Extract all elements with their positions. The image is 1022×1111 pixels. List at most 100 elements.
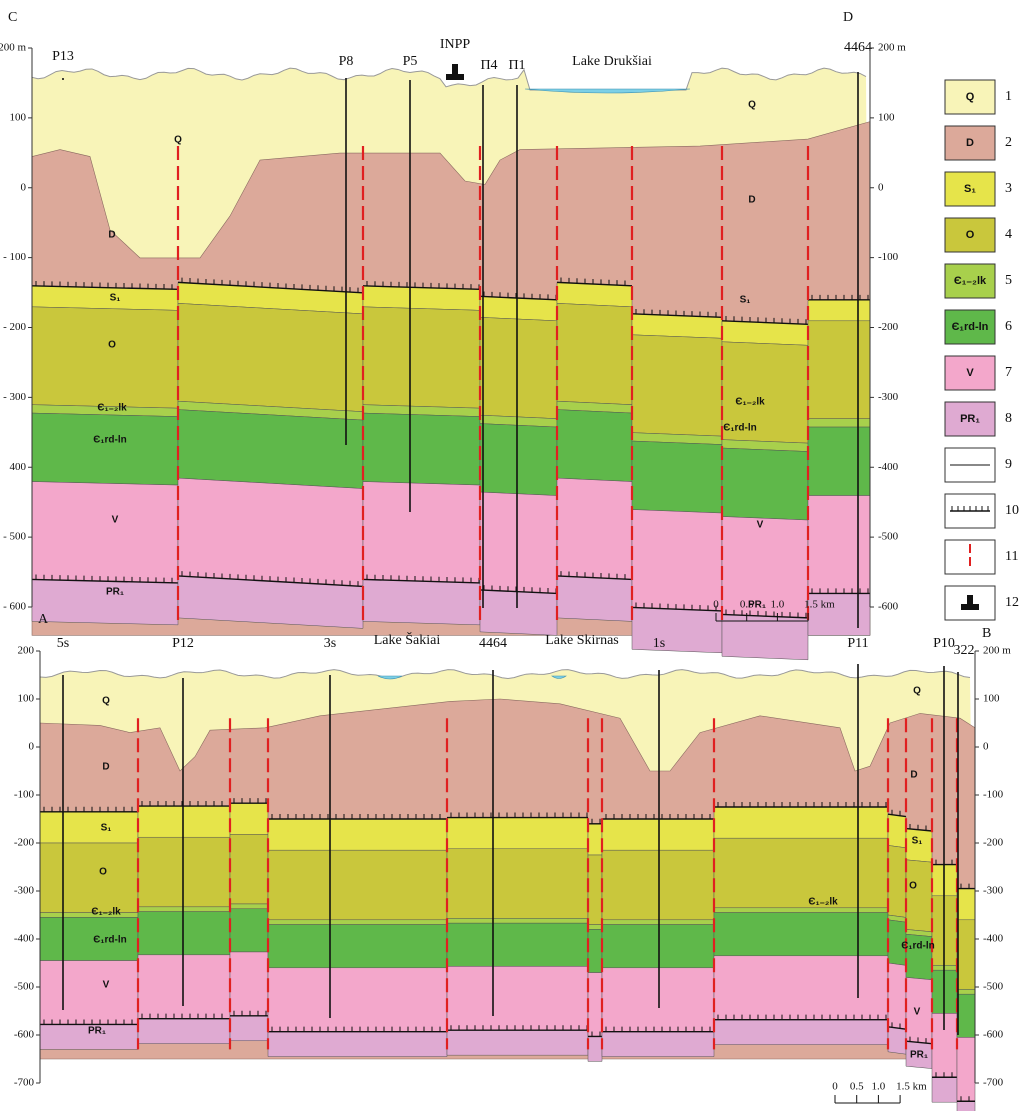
- layer-label: O: [108, 340, 116, 351]
- rock-layer: [40, 843, 138, 913]
- rock-layer: [32, 413, 178, 485]
- layer-label: V: [103, 980, 110, 991]
- axis-label: 400: [10, 461, 27, 473]
- rock-layer: [888, 845, 906, 917]
- axis-label: -500: [878, 531, 899, 543]
- rock-layer: [602, 968, 714, 1032]
- corner-label: A: [38, 612, 49, 627]
- rock-layer: [588, 929, 602, 972]
- layer-label: Є₁₋₂lk: [97, 403, 127, 414]
- rock-layer: [714, 807, 888, 838]
- layer-label: V: [112, 515, 119, 526]
- well-label: 322: [954, 643, 975, 658]
- legend-number: 3: [1005, 181, 1012, 196]
- layer-label: O: [99, 867, 107, 878]
- layer-label: Є₁rd-ln: [723, 423, 756, 434]
- rock-layer: [602, 1032, 714, 1057]
- scale-label: 0: [713, 599, 719, 611]
- layer-label: O: [909, 881, 917, 892]
- rock-layer: [480, 317, 557, 418]
- legend-symbol: Є₁₋₂lk: [954, 275, 987, 287]
- rock-layer: [632, 510, 722, 611]
- axis-label: 200 m: [878, 42, 906, 54]
- layer-label: Є₁rd-ln: [93, 935, 126, 946]
- rock-layer: [602, 850, 714, 920]
- legend-symbol: PR₁: [960, 413, 980, 425]
- rock-layer: [138, 1019, 230, 1044]
- well-label: 3s: [324, 636, 336, 651]
- rock-layer: [957, 1037, 975, 1101]
- layer-label: S₁: [101, 823, 112, 834]
- rock-layer: [808, 300, 870, 321]
- well-label: П4: [480, 58, 497, 73]
- legend-symbol: D: [966, 137, 974, 149]
- scale-label: 0: [832, 1081, 838, 1093]
- rock-layer: [602, 920, 714, 925]
- legend-number: 10: [1005, 503, 1019, 518]
- axis-label: 0: [878, 181, 884, 193]
- axis-label: -200: [14, 837, 35, 849]
- legend-number: 11: [1005, 549, 1018, 564]
- rock-layer: [632, 335, 722, 436]
- rock-layer: [714, 913, 888, 956]
- rock-layer: [40, 961, 138, 1025]
- axis-label: 0: [21, 181, 27, 193]
- rock-layer: [447, 849, 588, 919]
- rock-layer: [268, 920, 447, 925]
- axis-label: -700: [14, 1077, 35, 1089]
- axis-label: 0: [29, 741, 35, 753]
- lake-label: Lake Šakiai: [374, 631, 441, 648]
- rock-layer: [722, 448, 808, 520]
- axis-label: -600: [983, 1029, 1004, 1041]
- axis-label: -400: [878, 461, 899, 473]
- axis-label: - 600: [3, 601, 26, 613]
- axis-label: - 200: [3, 321, 26, 333]
- layer-label: Є₁rd-ln: [901, 941, 934, 952]
- well-label: P5: [403, 54, 418, 69]
- layer-label: V: [914, 1007, 921, 1018]
- scale-label: 1.5 km: [896, 1081, 927, 1093]
- rock-layer: [588, 855, 602, 925]
- axis-label: 200: [18, 645, 35, 657]
- rock-layer: [888, 1027, 906, 1054]
- axis-label: -500: [983, 981, 1004, 993]
- rock-layer: [557, 576, 632, 621]
- rock-layer: [957, 920, 975, 990]
- layer-label: Q: [174, 135, 182, 146]
- rock-layer: [588, 925, 602, 930]
- rock-layer: [230, 1016, 268, 1041]
- rock-layer: [268, 850, 447, 920]
- layer-label: Q: [913, 686, 921, 697]
- rock-layer: [932, 1077, 957, 1102]
- legend-number: 12: [1005, 595, 1019, 610]
- axis-label: 100: [983, 693, 1000, 705]
- axis-label: -300: [14, 885, 35, 897]
- rock-layer: [138, 806, 230, 837]
- layer-label: S₁: [740, 295, 751, 306]
- rock-layer: [808, 427, 870, 496]
- layer-label: PR₁: [910, 1050, 928, 1061]
- rock-layer: [557, 478, 632, 579]
- rock-layer: [138, 907, 230, 912]
- axis-label: - 500: [3, 531, 26, 543]
- lake-label: Lake Drukšiai: [572, 54, 652, 69]
- rock-layer: [714, 908, 888, 913]
- rock-layer: [632, 441, 722, 513]
- rock-layer: [268, 1032, 447, 1057]
- rock-layer: [268, 925, 447, 968]
- legend-icon: [961, 604, 979, 610]
- legend-number: 6: [1005, 319, 1012, 334]
- well-label: P13: [52, 49, 74, 64]
- rock-layer: [447, 1030, 588, 1055]
- rock-layer: [447, 923, 588, 966]
- figure: P13P8P5П4П14464200 m1000- 100- 200- 3004…: [0, 0, 1022, 1111]
- well-label: P10: [933, 636, 955, 651]
- rock-layer: [138, 955, 230, 1019]
- axis-label: -600: [878, 601, 899, 613]
- lake-label: Lake Skirnas: [545, 633, 618, 648]
- layer-label: Є₁₋₂lk: [735, 397, 765, 408]
- rock-layer: [363, 413, 480, 485]
- rock-layer: [808, 321, 870, 419]
- layer-label: D: [910, 770, 917, 781]
